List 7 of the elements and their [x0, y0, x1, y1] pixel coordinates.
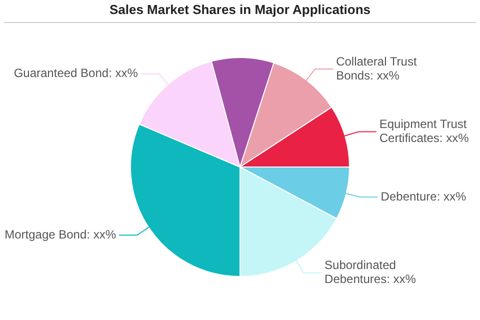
slice-label: Debenture: xx% [380, 189, 467, 204]
slice-label: Collateral Trust Bonds: xx% [336, 54, 418, 82]
slice-label: Equipment Trust Certificates: xx% [379, 117, 470, 146]
chart-title: Sales Market Shares in Major Applications [108, 1, 372, 19]
slice-label: Mortgage Bond: xx% [4, 227, 116, 242]
slice-label: Subordinated Debentures: xx% [324, 258, 416, 286]
slice-label: Guaranteed Bond: xx% [14, 66, 138, 80]
